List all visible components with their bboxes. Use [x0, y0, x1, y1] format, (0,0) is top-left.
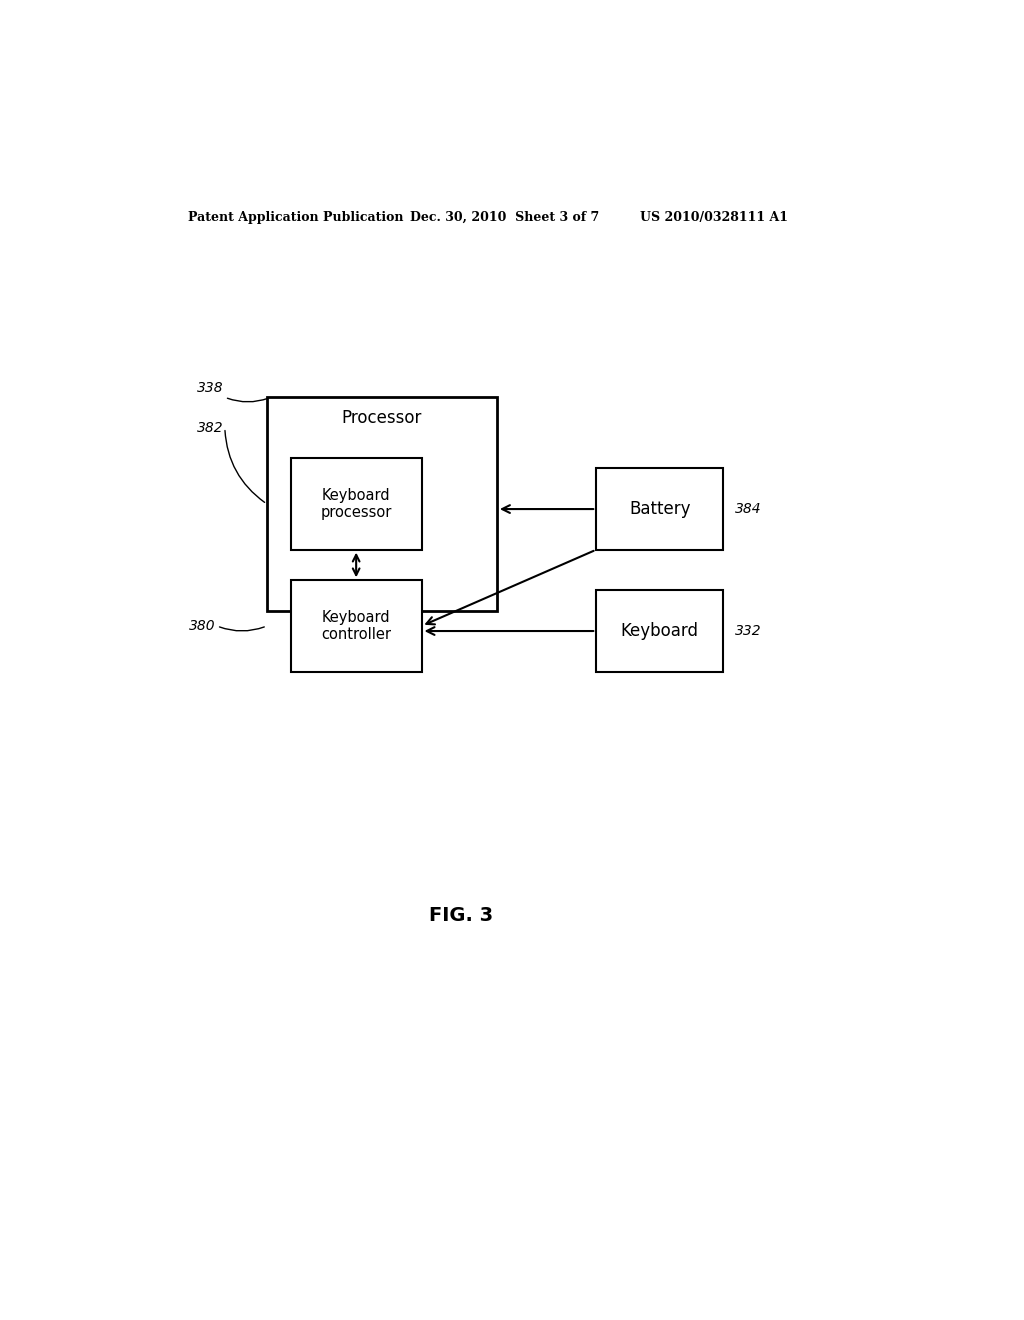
Text: Patent Application Publication: Patent Application Publication: [187, 211, 403, 224]
Bar: [291, 581, 422, 672]
Text: 338: 338: [197, 381, 223, 395]
Text: 332: 332: [735, 624, 762, 638]
Text: Keyboard
controller: Keyboard controller: [322, 610, 391, 642]
Text: Keyboard
processor: Keyboard processor: [321, 488, 392, 520]
Bar: [596, 590, 723, 672]
Text: FIG. 3: FIG. 3: [429, 906, 494, 925]
Text: US 2010/0328111 A1: US 2010/0328111 A1: [640, 211, 787, 224]
Text: Battery: Battery: [629, 500, 690, 517]
Bar: [291, 458, 422, 549]
Bar: [267, 397, 497, 611]
Bar: [596, 469, 723, 549]
Text: 382: 382: [197, 421, 223, 434]
Text: Processor: Processor: [342, 409, 422, 426]
Text: Dec. 30, 2010  Sheet 3 of 7: Dec. 30, 2010 Sheet 3 of 7: [410, 211, 599, 224]
Text: 384: 384: [735, 502, 762, 516]
Text: 380: 380: [188, 619, 215, 634]
Text: Keyboard: Keyboard: [621, 622, 698, 640]
